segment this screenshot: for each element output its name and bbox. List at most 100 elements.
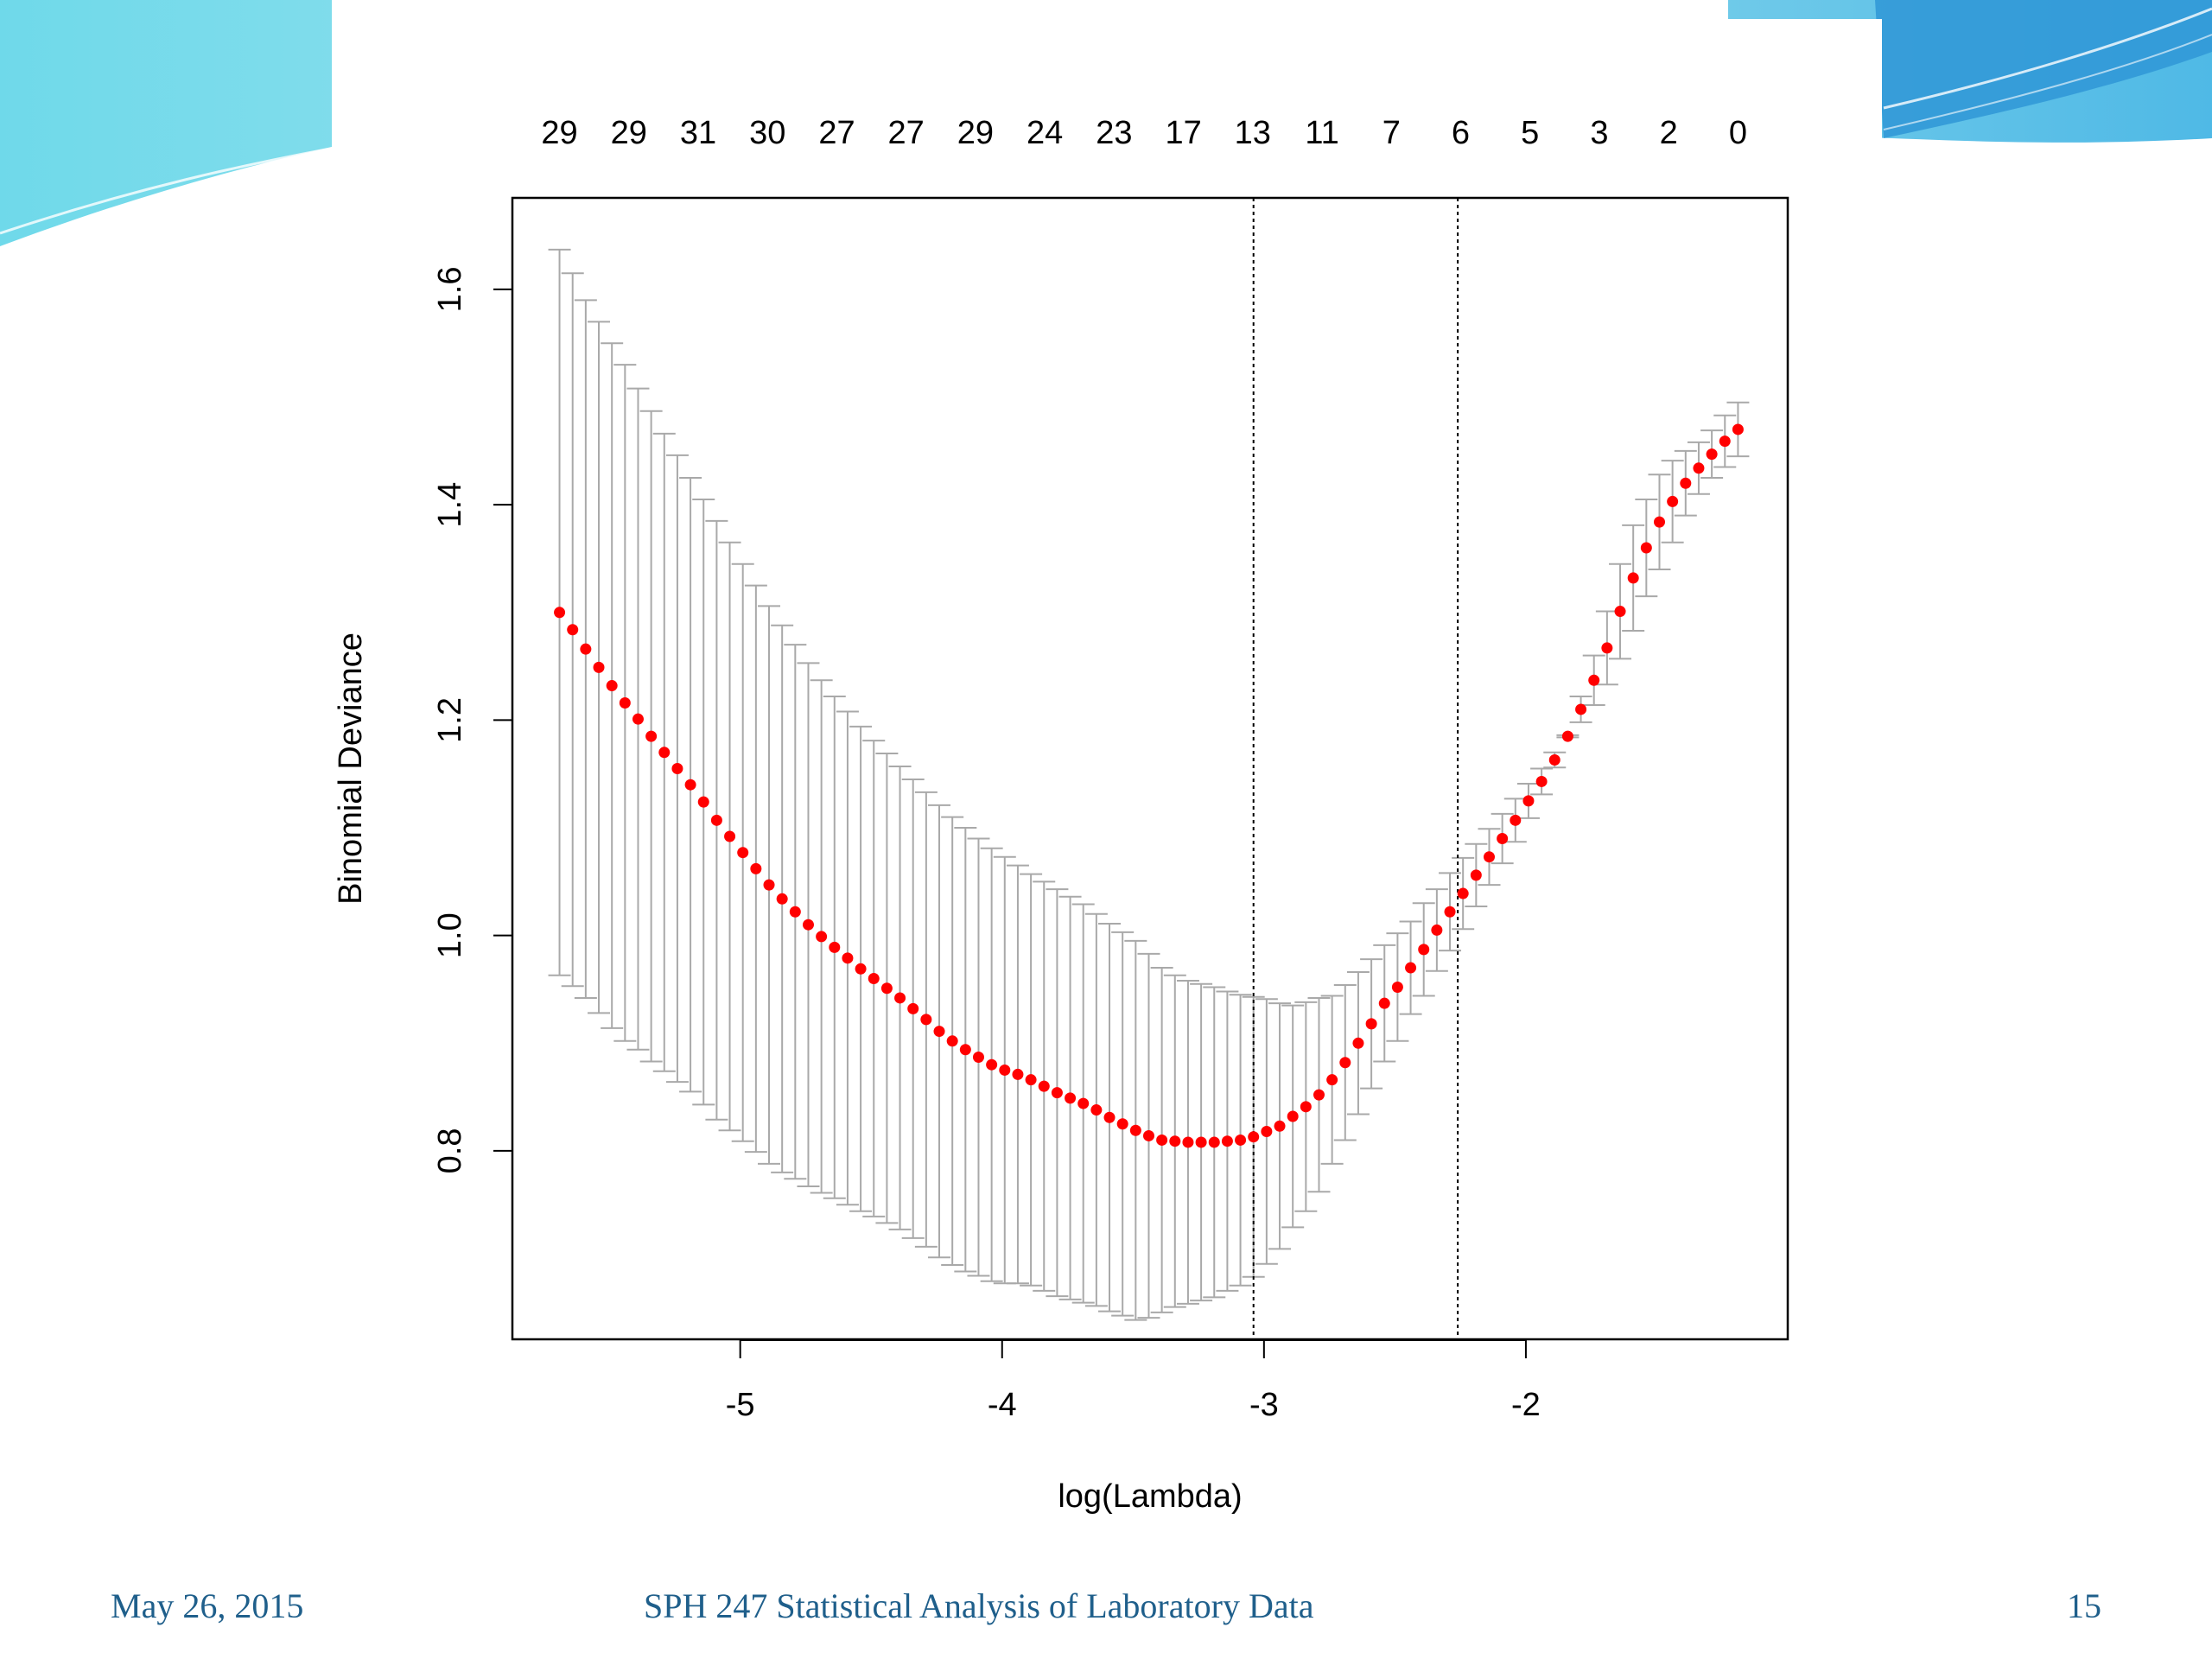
data-point [1235, 1134, 1247, 1146]
data-point [933, 1026, 945, 1038]
data-point [671, 763, 683, 774]
data-point [658, 747, 671, 759]
data-point [1065, 1092, 1077, 1104]
data-point [1510, 814, 1522, 826]
data-point [972, 1051, 984, 1063]
y-tick-label: 1.4 [432, 482, 468, 528]
data-point [1561, 730, 1573, 742]
data-point [619, 696, 631, 709]
data-point [632, 713, 644, 725]
top-axis-label: 27 [818, 115, 855, 151]
top-axis-label: 17 [1165, 115, 1201, 151]
data-point [1077, 1097, 1090, 1109]
data-point [1300, 1101, 1312, 1113]
top-axis-label: 29 [957, 115, 994, 151]
data-point [737, 847, 749, 859]
top-axis-label: 24 [1027, 115, 1063, 151]
top-axis-label: 2 [1660, 115, 1678, 151]
data-point [789, 906, 801, 918]
data-point [1732, 423, 1744, 435]
data-point [842, 952, 854, 964]
data-point [1221, 1135, 1233, 1147]
data-point [763, 879, 775, 891]
data-point [1588, 674, 1600, 686]
data-point [1719, 435, 1731, 448]
data-point [697, 796, 709, 808]
data-point [1274, 1120, 1286, 1132]
data-point [802, 918, 814, 931]
data-point [1535, 775, 1548, 787]
top-axis-label: 6 [1452, 115, 1470, 151]
data-point [684, 779, 696, 791]
top-axis-label: 23 [1096, 115, 1132, 151]
data-point [1693, 462, 1705, 474]
data-point [986, 1058, 998, 1071]
data-point [999, 1064, 1011, 1076]
data-point [1640, 542, 1652, 554]
data-point [724, 830, 736, 842]
data-point [1169, 1135, 1181, 1147]
data-point [1025, 1074, 1037, 1086]
data-point [1667, 495, 1679, 507]
data-point [1313, 1089, 1325, 1101]
data-point [1012, 1068, 1024, 1080]
data-point [1444, 906, 1456, 918]
plot-panel: -5 -4 -3 -2 0.8 1.0 1.2 1.4 1.6 29 29 31 30 27 27 29 2… [332, 19, 1882, 1564]
x-axis: -5 -4 -3 -2 [726, 1339, 1541, 1423]
y-axis-label: Binomial Deviance [333, 632, 369, 905]
points-group [554, 423, 1744, 1148]
data-point [1051, 1087, 1063, 1099]
header-wave-line [1883, 34, 2212, 130]
data-point [946, 1035, 958, 1047]
data-point [868, 973, 880, 985]
data-point [1090, 1104, 1103, 1116]
data-point [1431, 924, 1443, 936]
x-tick-label: -5 [726, 1387, 755, 1423]
data-point [1352, 1037, 1364, 1049]
header-wave-shape [1875, 0, 2212, 138]
y-axis: 0.8 1.0 1.2 1.4 1.6 [432, 267, 512, 1173]
data-point [1575, 703, 1587, 715]
top-axis-label: 5 [1521, 115, 1539, 151]
x-tick-label: -3 [1249, 1387, 1279, 1423]
data-point [1418, 944, 1430, 956]
data-point [1391, 981, 1403, 993]
data-point [750, 862, 762, 874]
header-wave-line [0, 141, 364, 235]
data-point [554, 607, 566, 619]
top-axis-label: 29 [611, 115, 647, 151]
data-point [1614, 606, 1626, 618]
footer-course-title: SPH 247 Statistical Analysis of Laborato… [644, 1586, 1314, 1625]
data-point [1326, 1074, 1338, 1086]
y-tick-label: 1.0 [432, 912, 468, 958]
data-point [1680, 477, 1692, 489]
data-point [1706, 448, 1718, 461]
x-tick-label: -4 [988, 1387, 1017, 1423]
data-point [1497, 833, 1509, 845]
top-axis-label: 13 [1235, 115, 1271, 151]
data-point [959, 1044, 971, 1056]
data-point [1287, 1110, 1299, 1122]
footer-page-number: 15 [2067, 1586, 2101, 1625]
data-point [1365, 1018, 1377, 1030]
data-point [1208, 1136, 1220, 1148]
data-point [1405, 962, 1417, 974]
header-wave-line [1883, 7, 2212, 110]
data-point [1103, 1111, 1116, 1123]
y-tick-label: 1.2 [432, 697, 468, 743]
data-point [776, 893, 788, 905]
data-point [920, 1014, 932, 1026]
x-axis-label: log(Lambda) [1058, 1478, 1242, 1515]
y-tick-label: 1.6 [432, 267, 468, 313]
cv-deviance-chart: -5 -4 -3 -2 0.81.01.21.41.6 29 29 31 30 27 27 29 2… [333, 115, 1789, 1515]
data-point [567, 624, 579, 636]
footer-date: May 26, 2015 [111, 1586, 304, 1625]
data-point [907, 1002, 919, 1014]
data-point [1261, 1125, 1273, 1137]
data-point [1116, 1118, 1128, 1130]
data-point [1129, 1124, 1141, 1136]
data-point [894, 992, 906, 1004]
data-point [1601, 642, 1613, 654]
error-bars-group [548, 248, 1750, 1321]
top-axis-label: 7 [1382, 115, 1401, 151]
